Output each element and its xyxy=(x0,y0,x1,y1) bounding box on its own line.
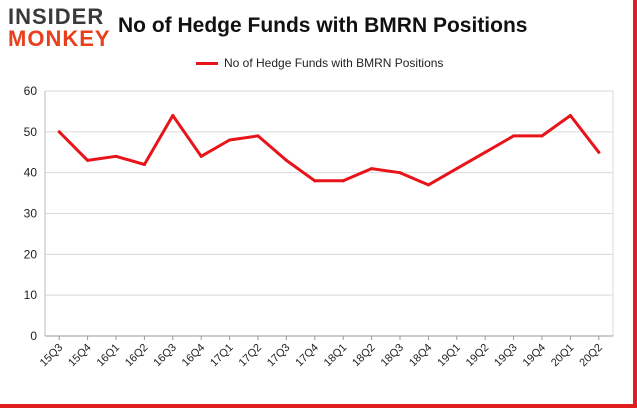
x-tick-label: 17Q4 xyxy=(293,342,321,370)
x-tick-label: 18Q1 xyxy=(322,342,350,370)
insider-monkey-logo: INSIDER MONKEY xyxy=(8,6,114,54)
x-tick-label: 20Q2 xyxy=(577,342,605,370)
data-point xyxy=(568,114,572,117)
data-point xyxy=(483,150,487,154)
data-point xyxy=(228,138,232,142)
data-point xyxy=(455,167,459,171)
data-point xyxy=(142,163,146,166)
x-tick-label: 15Q4 xyxy=(66,342,94,370)
x-tick-label: 17Q2 xyxy=(237,342,265,370)
chart-legend: No of Hedge Funds with BMRN Positions xyxy=(196,56,443,70)
x-tick-label: 17Q1 xyxy=(208,342,236,370)
data-point xyxy=(398,171,402,175)
legend-line-swatch xyxy=(196,61,218,65)
x-tick-label: 16Q4 xyxy=(180,342,208,370)
legend-label: No of Hedge Funds with BMRN Positions xyxy=(224,56,444,70)
data-point xyxy=(512,134,516,138)
data-point xyxy=(597,150,601,154)
x-tick-label: 16Q1 xyxy=(95,342,123,370)
x-tick-label: 16Q2 xyxy=(123,342,151,370)
x-tick-label: 19Q4 xyxy=(521,342,549,370)
y-tick-label: 30 xyxy=(24,207,38,221)
data-point xyxy=(86,158,90,162)
series-line xyxy=(57,114,601,187)
x-tick-label: 19Q3 xyxy=(492,342,520,370)
chart-title: No of Hedge Funds with BMRN Positions xyxy=(118,14,528,37)
data-point xyxy=(57,130,61,134)
logo-line-2: MONKEY xyxy=(8,26,111,51)
data-point xyxy=(540,134,544,138)
y-tick-label: 40 xyxy=(24,166,38,180)
data-point xyxy=(256,134,260,138)
y-tick-label: 20 xyxy=(24,247,38,261)
x-tick-label: 18Q3 xyxy=(379,342,407,370)
data-point xyxy=(313,179,317,183)
y-tick-label: 0 xyxy=(30,329,37,343)
x-tick-label: 17Q3 xyxy=(265,342,293,370)
data-point xyxy=(370,167,374,171)
y-tick-label: 60 xyxy=(24,84,38,98)
data-point xyxy=(114,154,118,158)
data-point xyxy=(171,114,175,117)
x-tick-label: 18Q2 xyxy=(350,342,378,370)
x-tick-label: 18Q4 xyxy=(407,342,435,370)
y-tick-label: 50 xyxy=(24,125,38,139)
x-tick-label: 15Q3 xyxy=(38,342,66,370)
x-tick-label: 16Q3 xyxy=(151,342,179,370)
logo-line-1: INSIDER xyxy=(8,4,105,29)
data-point xyxy=(284,158,288,162)
x-tick-label: 20Q1 xyxy=(549,342,577,370)
x-tick-label: 19Q1 xyxy=(435,342,463,370)
x-tick-label: 19Q2 xyxy=(464,342,492,370)
data-point xyxy=(341,179,345,183)
y-tick-label: 10 xyxy=(24,288,38,302)
data-point xyxy=(199,154,203,158)
data-point xyxy=(426,183,430,187)
